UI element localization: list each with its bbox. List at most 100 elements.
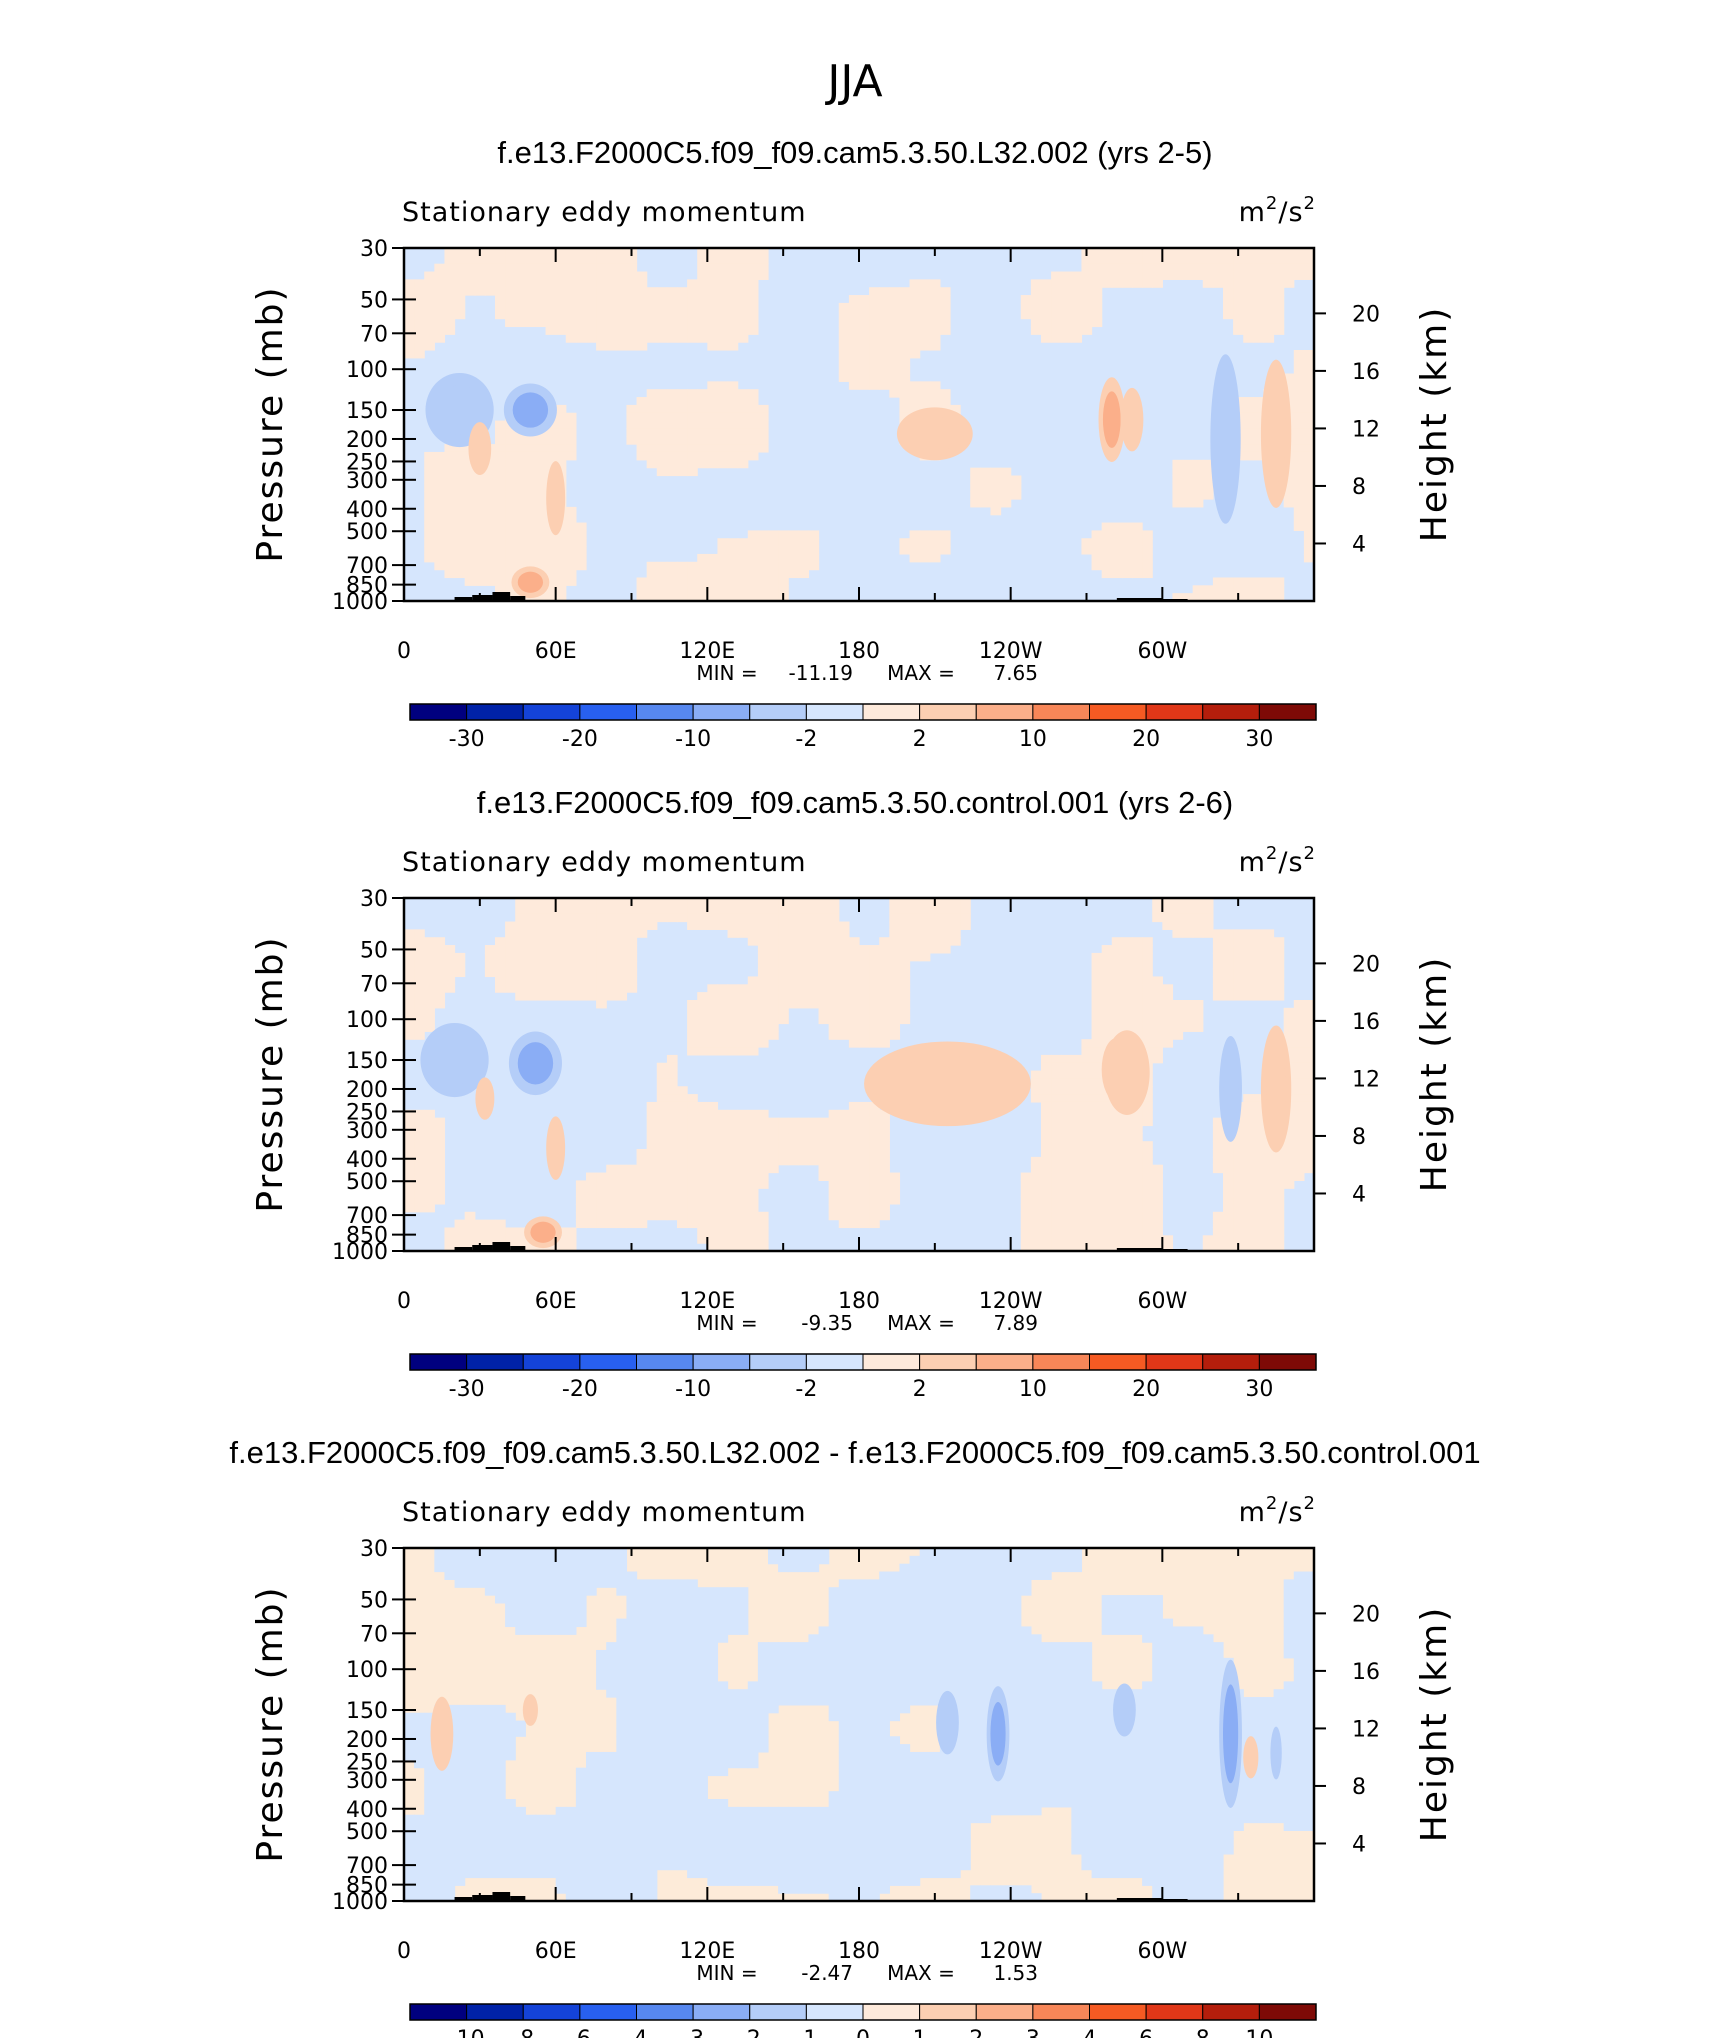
- field-cell: [879, 342, 890, 351]
- field-cell: [677, 436, 688, 445]
- field-cell: [828, 905, 840, 915]
- field-cell: [768, 1681, 779, 1690]
- field-cell: [879, 1728, 890, 1737]
- field-cell: [707, 1101, 719, 1111]
- field-cell: [1030, 1634, 1042, 1643]
- field-cell: [869, 1149, 880, 1158]
- field-cell: [535, 1579, 547, 1588]
- field-cell: [484, 1219, 496, 1229]
- field-cell: [788, 937, 799, 946]
- field-cell: [1061, 1697, 1072, 1706]
- field-cell: [1162, 898, 1174, 907]
- field-cell: [646, 1141, 658, 1150]
- field-cell: [555, 318, 567, 328]
- field-cell: [737, 397, 749, 406]
- field-cell: [697, 999, 708, 1009]
- field-cell: [808, 905, 820, 915]
- field-cell: [747, 279, 759, 288]
- field-cell: [707, 999, 719, 1009]
- field-cell: [1243, 929, 1254, 938]
- field-cell: [1152, 1211, 1163, 1221]
- x-tick-label: 0: [397, 1289, 411, 1314]
- field-cell: [980, 499, 992, 508]
- field-cell: [1303, 255, 1314, 265]
- field-cell: [1293, 1149, 1305, 1158]
- field-cell: [838, 357, 850, 367]
- field-cell: [838, 999, 850, 1009]
- field-cell: [1293, 1086, 1305, 1095]
- field-cell: [484, 1563, 496, 1573]
- field-cell: [939, 389, 951, 398]
- field-cell: [525, 553, 537, 563]
- field-cell: [1071, 1227, 1083, 1236]
- field-cell: [1293, 1697, 1305, 1706]
- field-cell: [1051, 1211, 1062, 1221]
- field-cell: [869, 1039, 880, 1048]
- field-cell: [737, 929, 749, 938]
- field-cell: [707, 1172, 719, 1181]
- field-cell: [616, 1172, 628, 1181]
- field-cell: [515, 302, 526, 312]
- field-cell: [747, 1125, 759, 1134]
- field-cell: [1121, 553, 1133, 563]
- field-cell: [960, 1595, 971, 1604]
- field-cell: [1000, 499, 1012, 508]
- field-cell: [1030, 318, 1042, 328]
- field-cell: [1041, 1180, 1052, 1189]
- field-cell: [1303, 248, 1314, 257]
- field-cell: [464, 522, 476, 531]
- field-cell: [1010, 1579, 1022, 1588]
- field-cell: [950, 1587, 961, 1596]
- field-cell: [505, 1555, 516, 1565]
- field-cell: [1132, 1023, 1143, 1032]
- field-cell: [1293, 365, 1305, 375]
- field-cell: [1091, 561, 1103, 571]
- field-cell: [778, 921, 789, 930]
- field-cell: [818, 1689, 830, 1698]
- field-cell: [1041, 1235, 1052, 1244]
- field-cell: [697, 302, 708, 312]
- field-cell: [939, 1681, 951, 1690]
- field-cell: [444, 271, 456, 280]
- field-cell: [1071, 1196, 1083, 1205]
- field-cell: [848, 373, 860, 382]
- field-cell: [687, 1094, 698, 1103]
- field-cell: [575, 546, 587, 555]
- field-cell: [636, 1712, 648, 1722]
- field-cell: [1253, 248, 1265, 257]
- field-cell: [757, 1649, 769, 1659]
- field-cell: [1121, 1235, 1133, 1244]
- field-cell: [505, 1618, 516, 1628]
- field-cell: [879, 1188, 890, 1197]
- field-cell: [848, 1149, 860, 1158]
- field-cell: [596, 960, 607, 970]
- field-cell: [879, 1117, 890, 1127]
- field-cell: [555, 921, 567, 930]
- field-cell: [848, 1180, 860, 1189]
- field-cell: [1051, 1086, 1062, 1095]
- field-cell: [555, 428, 567, 437]
- field-cell: [697, 1203, 708, 1213]
- field-cell: [980, 1587, 992, 1596]
- field-cell: [636, 929, 648, 938]
- field-cell: [838, 1634, 850, 1643]
- field-cell: [424, 1712, 435, 1722]
- field-cell: [838, 1610, 850, 1620]
- field-cell: [1223, 1180, 1234, 1189]
- field-cell: [929, 929, 941, 938]
- feature-core: [530, 1221, 556, 1243]
- field-cell: [666, 1149, 678, 1158]
- field-cell: [727, 271, 739, 280]
- field-cell: [1263, 945, 1275, 954]
- field-cell: [1010, 1555, 1022, 1565]
- field-cell: [778, 1141, 789, 1150]
- field-cell: [808, 984, 820, 993]
- field-cell: [666, 1704, 678, 1714]
- field-cell: [838, 1697, 850, 1706]
- colorbar-swatch: [975, 703, 1034, 721]
- field-cell: [1121, 522, 1133, 531]
- field-cell: [535, 302, 547, 312]
- field-cell: [424, 279, 435, 288]
- field-cell: [1061, 1665, 1072, 1675]
- field-cell: [727, 1196, 739, 1205]
